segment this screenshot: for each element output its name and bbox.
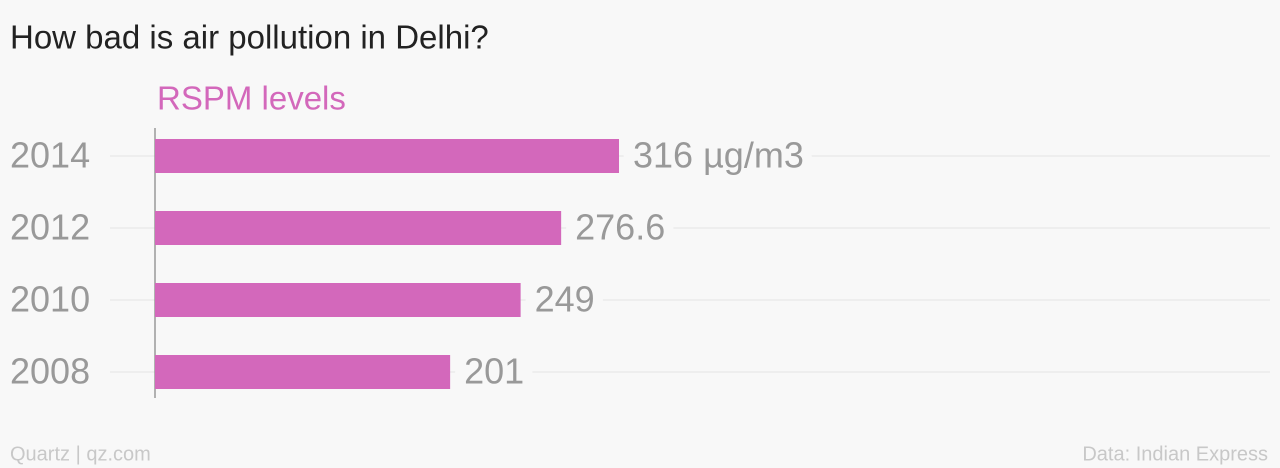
value-label: 249 [535,279,595,320]
value-label: 201 [464,351,524,392]
chart-title: How bad is air pollution in Delhi? [10,19,489,56]
value-label: 276.6 [575,207,665,248]
y-tick-label: 2014 [10,135,90,176]
bar [155,355,451,389]
footer-right: Data: Indian Express [1082,443,1268,465]
value-label: 316 µg/m3 [633,135,804,176]
y-tick-label: 2008 [10,351,90,392]
footer-left: Quartz | qz.com [10,443,151,465]
bar [155,139,619,173]
y-tick-label: 2010 [10,279,90,320]
bar [155,283,521,317]
y-tick-label: 2012 [10,207,90,248]
bar [155,211,562,245]
chart-subtitle: RSPM levels [157,80,346,117]
